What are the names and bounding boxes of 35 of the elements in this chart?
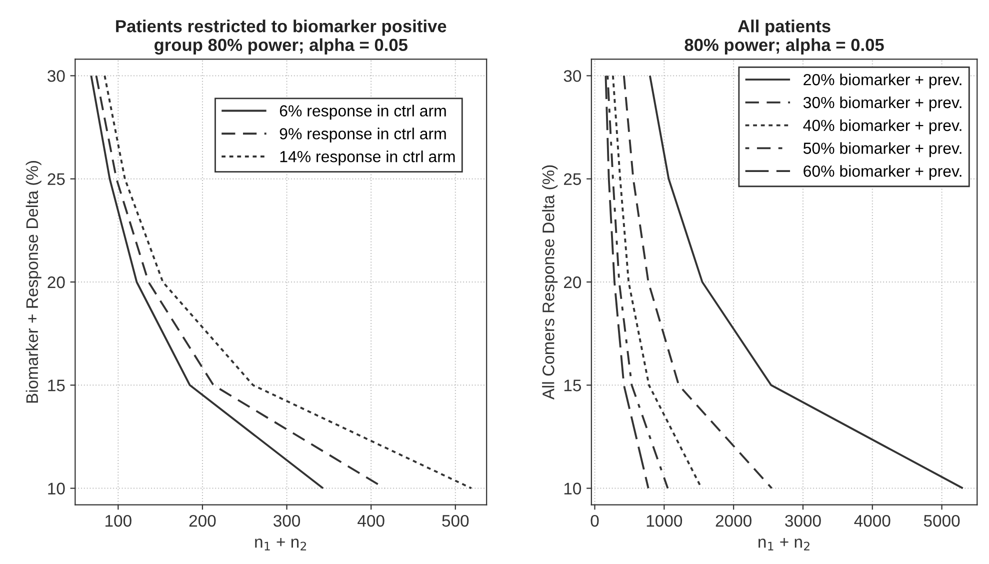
x-tick-label: 300	[274, 514, 300, 527]
legend-label: 20% biomarker + prev.	[804, 74, 962, 88]
x-axis-title: n$_{1}$ + n$_{2}$	[255, 538, 306, 550]
legend-label: 14% response in ctrl arm	[280, 150, 455, 166]
x-tick-label: 0	[590, 514, 599, 527]
y-axis-title: Biomarker + Response Delta (%)	[26, 160, 42, 403]
y-axis-title: All Comers Response Delta (%)	[542, 165, 558, 400]
y-tick-label: 15	[48, 380, 65, 392]
chart-title: Patients restricted to biomarker positive group 80% power; alpha = 0.05	[116, 20, 446, 55]
y-tick-label: 30	[48, 70, 65, 82]
x-tick-label: 4000	[854, 514, 890, 527]
x-tick-label: 200	[189, 514, 216, 527]
x-axis-title: n$_{1}$ + n$_{2}$	[758, 538, 810, 550]
y-tick-label: 15	[564, 380, 582, 392]
y-tick-label: 20	[564, 276, 582, 288]
chart-title: All patients 80% power; alpha = 0.05	[684, 20, 884, 54]
y-tick-label: 25	[48, 173, 65, 186]
x-tick-label: 5000	[924, 514, 960, 527]
x-tick-label: 1000	[646, 514, 682, 527]
y-tick-label: 25	[564, 173, 582, 186]
y-tick-label: 20	[48, 276, 65, 288]
x-tick-label: 3000	[785, 514, 821, 527]
legend-label: 30% biomarker + prev.	[803, 96, 962, 112]
x-tick-label: 500	[442, 514, 469, 527]
x-tick-label: 400	[358, 514, 384, 527]
y-tick-label: 10	[564, 482, 582, 494]
x-tick-label: 2000	[716, 514, 752, 527]
y-tick-label: 30	[564, 70, 582, 82]
legend-label: 9% response in ctrl arm	[280, 128, 446, 143]
y-tick-label: 10	[48, 482, 65, 494]
legend-label: 40% biomarker + prev.	[803, 119, 962, 134]
legend-label: 50% biomarker + prev.	[803, 142, 962, 158]
legend-label: 60% biomarker + prev.	[804, 165, 962, 180]
legend-label: 6% response in ctrl arm	[280, 104, 446, 120]
x-tick-label: 100	[106, 514, 132, 527]
